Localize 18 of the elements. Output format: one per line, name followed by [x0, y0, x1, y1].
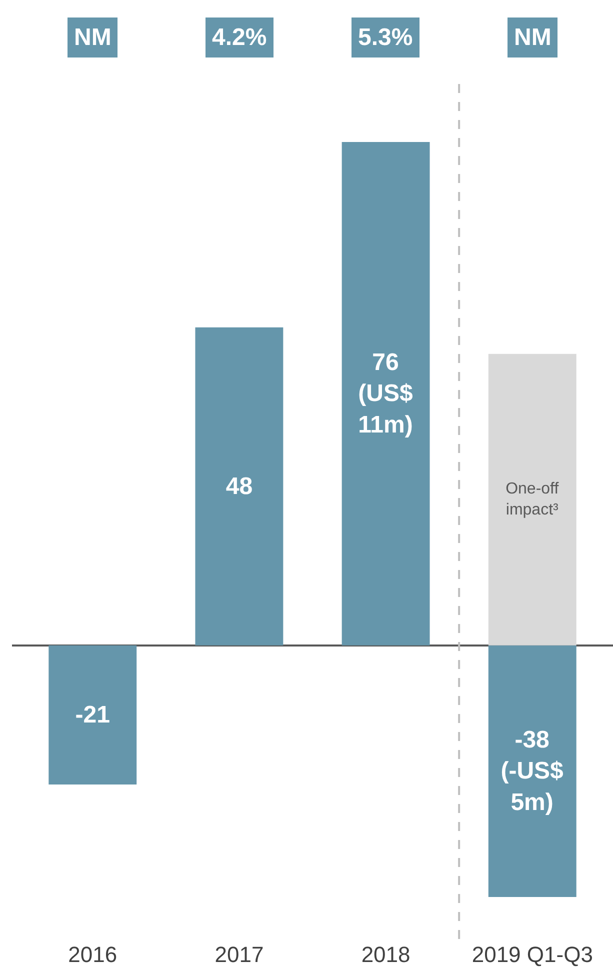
bar: [488, 645, 576, 898]
x-tick-label: 2018: [361, 942, 410, 967]
bar: [195, 327, 284, 646]
data-label: 48: [226, 472, 253, 500]
x-tick-label: 2019 Q1-Q3: [472, 942, 593, 967]
text: NM: [514, 24, 552, 51]
text: NM: [74, 24, 112, 51]
series-label: One-off impact³: [506, 480, 560, 519]
text: 4.2%: [212, 24, 267, 51]
data-label: 76 (US$ 11m): [358, 348, 414, 438]
bar: [48, 645, 137, 784]
x-tick-label: 2017: [214, 942, 264, 967]
x-tick-label: 2016: [68, 942, 118, 967]
bar: [488, 354, 576, 646]
data-label: -21: [75, 701, 110, 728]
data-label: -38 (-US$ 5m): [500, 726, 564, 816]
bar: [342, 142, 430, 646]
text: 5.3%: [358, 24, 413, 51]
